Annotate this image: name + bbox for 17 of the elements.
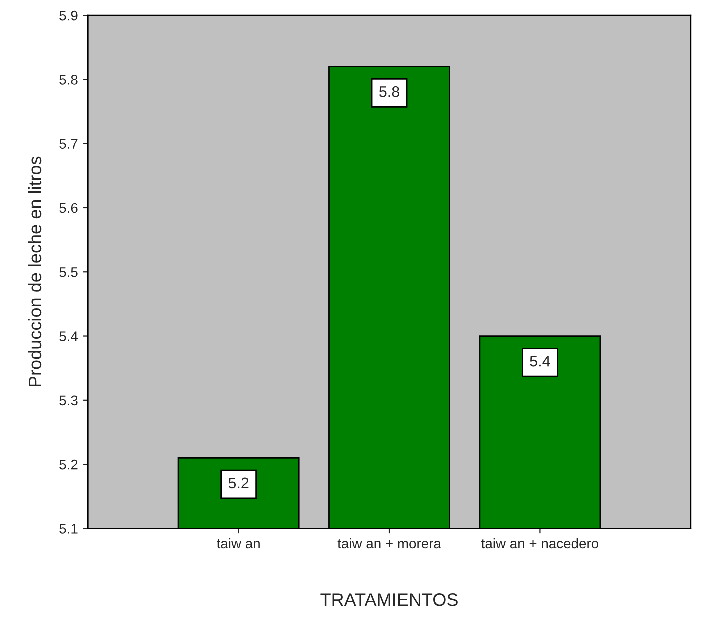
x-axis-title: TRATAMIENTOS [320,594,458,606]
x-tick-label: taiw an [217,538,260,549]
y-tick-label: 5.3 [60,396,78,406]
y-tick-label: 5.6 [60,203,78,214]
data-label: 5.2 [228,478,249,489]
y-tick-label: 5.4 [60,332,78,342]
x-tick-label: taiw an + morera [338,538,442,549]
y-tick-label: 5.8 [60,75,78,85]
data-label: 5.8 [380,86,400,98]
y-tick-label: 5.9 [60,10,78,21]
y-tick-label: 5.7 [60,139,78,150]
y-axis-title: Produccion de leche en litros [28,156,42,387]
y-tick-label: 5.5 [60,268,78,278]
x-tick-label: taiw an + nacedero [482,538,599,549]
data-label: 5.4 [530,356,550,367]
y-tick-label: 5.2 [60,460,78,470]
y-tick-label: 5.1 [60,524,78,534]
